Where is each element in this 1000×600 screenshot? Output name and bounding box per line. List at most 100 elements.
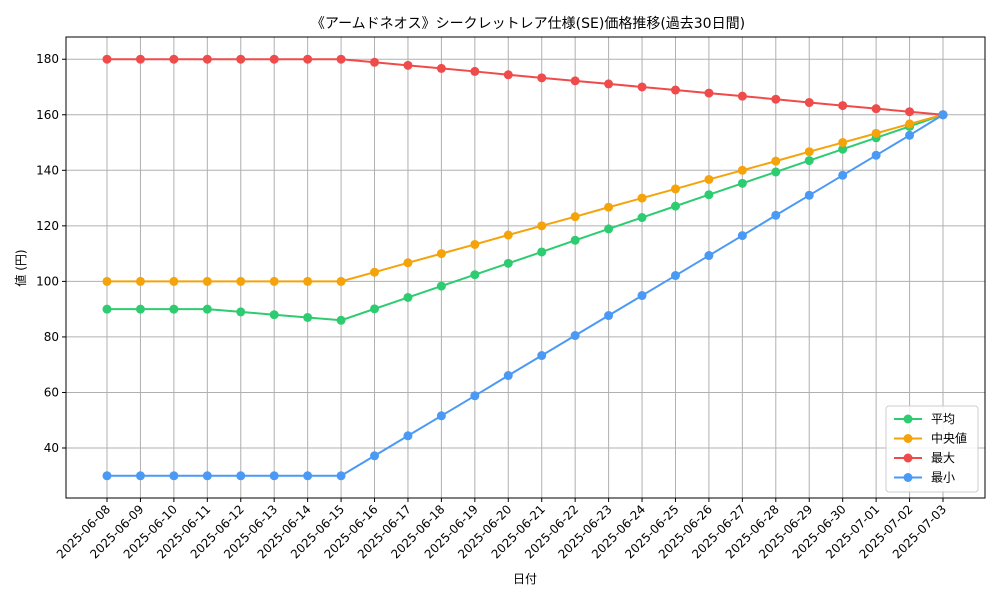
y-tick-label: 100 bbox=[36, 274, 59, 288]
data-point bbox=[470, 270, 480, 280]
chart-title: 《アームドネオス》シークレットレア仕様(SE)価格推移(過去30日間) bbox=[311, 16, 745, 32]
data-point bbox=[537, 351, 547, 361]
data-point bbox=[704, 251, 714, 261]
data-point bbox=[436, 411, 446, 421]
y-axis-ticks: 40 60 80 100 120 140 160 180 bbox=[36, 52, 66, 455]
data-point bbox=[838, 144, 848, 154]
data-point bbox=[771, 94, 781, 104]
data-point bbox=[303, 312, 313, 322]
data-point bbox=[236, 471, 246, 481]
data-point bbox=[236, 54, 246, 64]
data-point bbox=[570, 331, 580, 341]
data-point bbox=[336, 54, 346, 64]
x-axis-ticks: 2025-06-082025-06-092025-06-102025-06-11… bbox=[54, 498, 949, 561]
data-point bbox=[236, 276, 246, 286]
data-point bbox=[905, 107, 915, 117]
grid-lines bbox=[66, 37, 985, 498]
data-point bbox=[771, 156, 781, 166]
data-point bbox=[403, 258, 413, 268]
legend-box bbox=[885, 405, 979, 493]
data-point bbox=[905, 130, 915, 140]
data-point bbox=[604, 224, 614, 234]
data-point bbox=[102, 304, 112, 314]
x-axis-label: 日付 bbox=[513, 572, 537, 586]
data-point bbox=[938, 110, 948, 120]
data-point bbox=[871, 104, 881, 114]
data-point bbox=[303, 54, 313, 64]
data-point bbox=[436, 281, 446, 291]
y-tick-label: 80 bbox=[44, 330, 59, 344]
data-point bbox=[202, 304, 212, 314]
data-point bbox=[370, 451, 380, 461]
data-point bbox=[838, 170, 848, 180]
y-tick-label: 180 bbox=[36, 52, 59, 66]
data-point bbox=[370, 304, 380, 314]
data-point bbox=[737, 231, 747, 241]
data-point bbox=[403, 60, 413, 70]
legend-marker bbox=[903, 414, 913, 424]
data-point bbox=[202, 276, 212, 286]
data-point bbox=[102, 276, 112, 286]
data-point bbox=[336, 276, 346, 286]
data-point bbox=[570, 235, 580, 245]
y-axis-label: 値 (円) bbox=[13, 249, 28, 286]
data-point bbox=[704, 174, 714, 184]
data-point bbox=[436, 63, 446, 73]
data-point bbox=[202, 471, 212, 481]
series-line bbox=[107, 113, 944, 477]
data-point bbox=[637, 213, 647, 223]
data-point bbox=[303, 471, 313, 481]
data-point bbox=[169, 276, 179, 286]
data-point bbox=[436, 249, 446, 259]
data-point bbox=[102, 54, 112, 64]
data-point bbox=[269, 471, 279, 481]
data-point bbox=[503, 70, 513, 80]
series-2 bbox=[102, 54, 948, 120]
data-point bbox=[503, 258, 513, 268]
data-point bbox=[537, 73, 547, 83]
data-point bbox=[169, 471, 179, 481]
data-point bbox=[570, 76, 580, 86]
series-line bbox=[107, 113, 944, 283]
y-tick-label: 60 bbox=[44, 385, 59, 399]
data-point bbox=[871, 128, 881, 138]
data-point bbox=[169, 54, 179, 64]
data-point bbox=[336, 315, 346, 325]
data-point bbox=[804, 147, 814, 157]
legend-label: 中央値 bbox=[931, 431, 967, 446]
data-point bbox=[637, 82, 647, 92]
data-point bbox=[670, 85, 680, 95]
legend-marker bbox=[903, 453, 913, 463]
y-tick-label: 160 bbox=[36, 108, 59, 122]
plot-frame bbox=[65, 36, 986, 499]
series-3 bbox=[102, 110, 948, 481]
data-point bbox=[871, 150, 881, 160]
data-point bbox=[102, 471, 112, 481]
data-point bbox=[135, 471, 145, 481]
data-point bbox=[804, 190, 814, 200]
legend-label: 最大 bbox=[931, 451, 955, 465]
data-point bbox=[135, 304, 145, 314]
legend-label: 最小 bbox=[931, 471, 955, 485]
data-point bbox=[370, 57, 380, 67]
data-point bbox=[771, 167, 781, 177]
series-line bbox=[107, 58, 944, 116]
data-point bbox=[704, 190, 714, 200]
legend-label: 平均 bbox=[931, 412, 955, 426]
data-point bbox=[303, 276, 313, 286]
data-point bbox=[403, 292, 413, 302]
data-point bbox=[537, 221, 547, 231]
data-point bbox=[269, 310, 279, 320]
data-point bbox=[804, 156, 814, 166]
legend-marker bbox=[903, 434, 913, 443]
data-point bbox=[269, 276, 279, 286]
series-line bbox=[107, 113, 944, 322]
data-point bbox=[570, 212, 580, 222]
data-point bbox=[269, 54, 279, 64]
data-point bbox=[470, 66, 480, 76]
data-point bbox=[604, 79, 614, 89]
data-point bbox=[470, 239, 480, 249]
data-point bbox=[670, 201, 680, 211]
